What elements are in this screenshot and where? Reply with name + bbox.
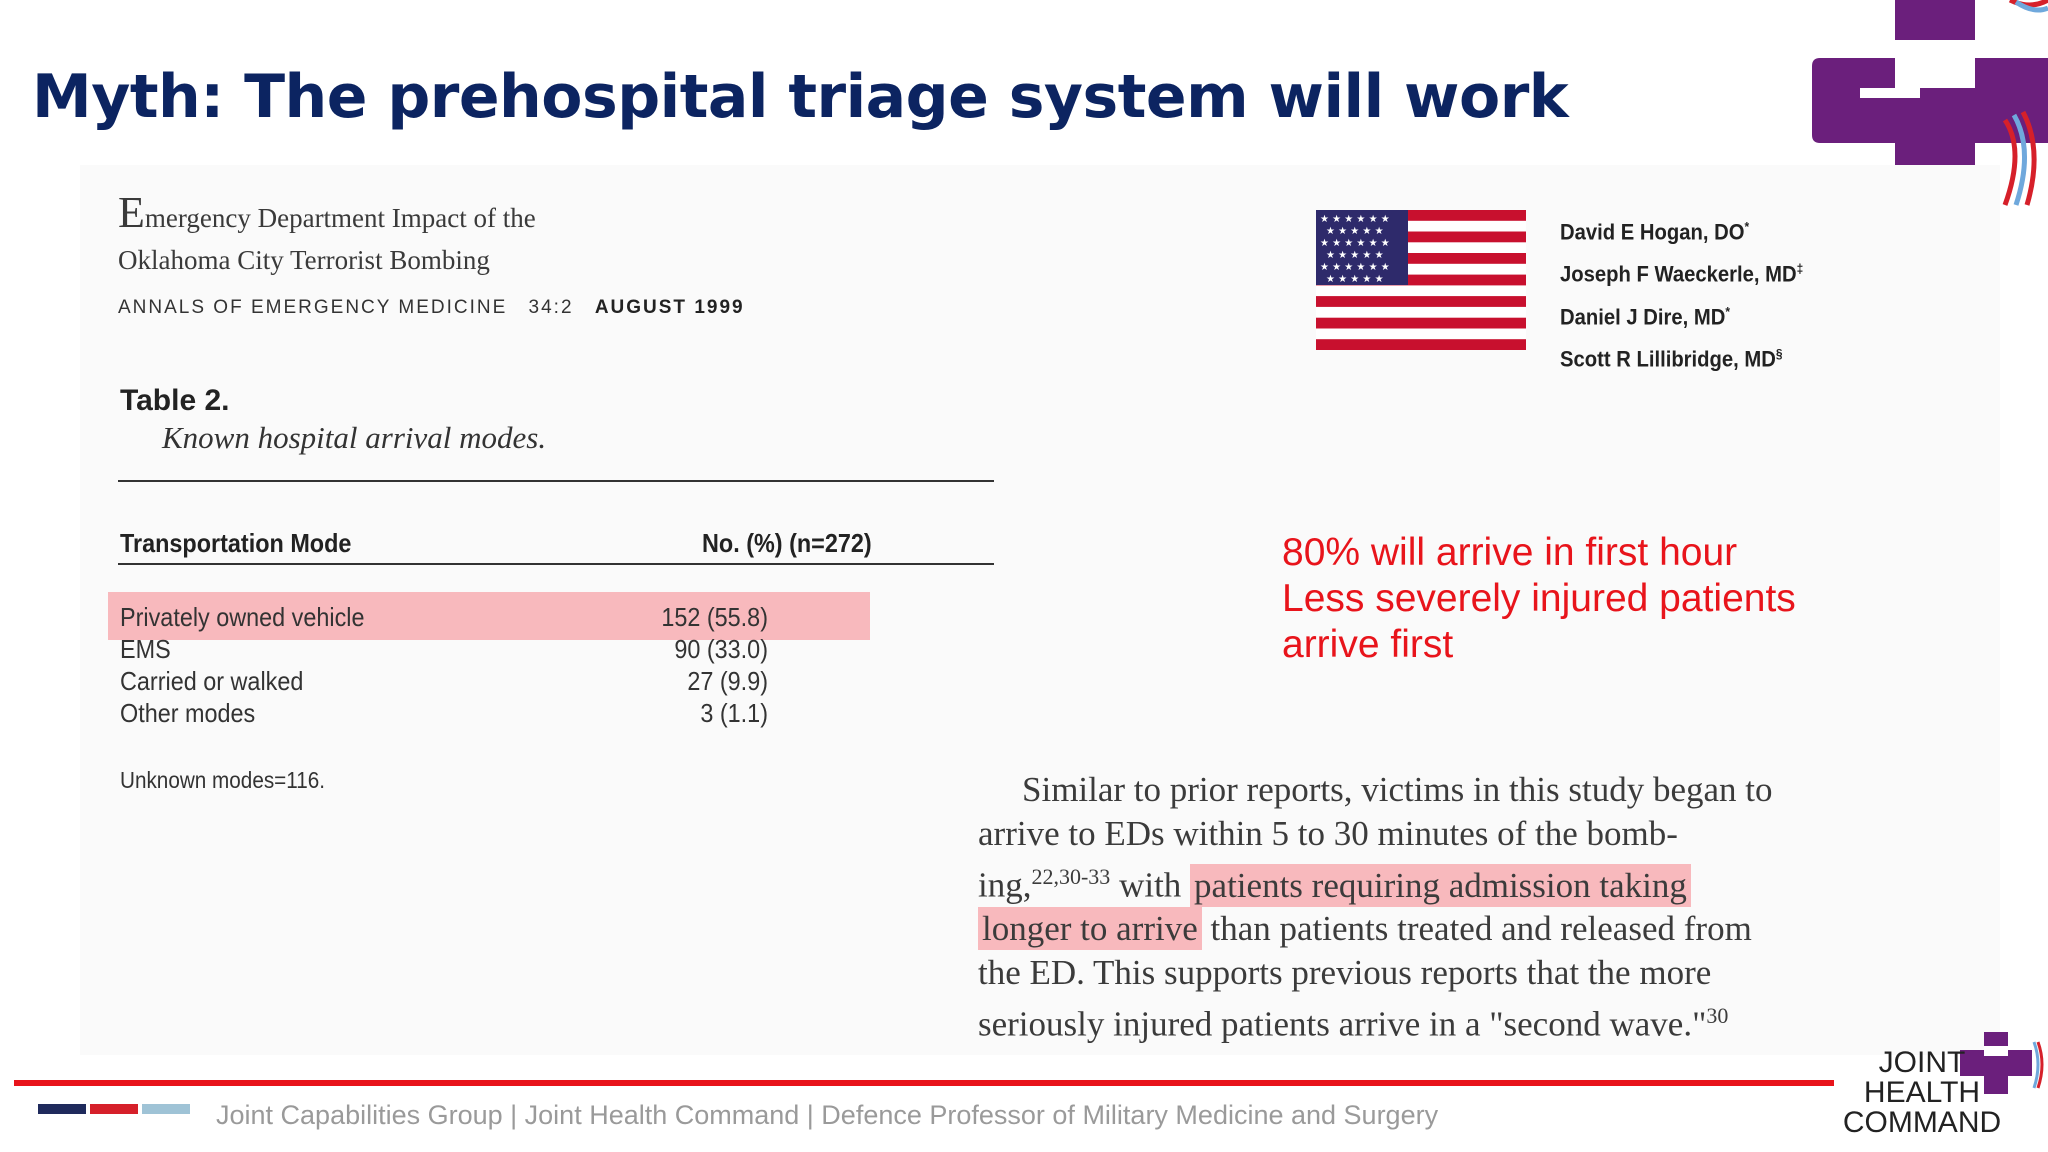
footer-text: Joint Capabilities Group | Joint Health … xyxy=(216,1100,1439,1130)
paper-title: Emergency Department Impact of the Oklah… xyxy=(118,188,536,276)
table-rule-top xyxy=(118,480,994,482)
table-caption: Known hospital arrival modes. xyxy=(162,420,547,455)
column-header-count: No. (%) (n=272) xyxy=(702,528,872,558)
svg-text:★ ★ ★ ★ ★ ★: ★ ★ ★ ★ ★ ★ xyxy=(1320,214,1390,225)
author-list: David E Hogan, DO* Joseph F Waeckerle, M… xyxy=(1560,219,1804,372)
table-rule-header xyxy=(118,563,994,565)
excerpt-highlight: patients requiring admission taking xyxy=(1190,863,1691,907)
table-footnote: Unknown modes=116. xyxy=(120,767,326,793)
svg-text:★ ★ ★ ★ ★: ★ ★ ★ ★ ★ xyxy=(1326,274,1384,285)
table-heading: Table 2. xyxy=(120,384,230,417)
key-points-note: 80% will arrive in first hour Less sever… xyxy=(1282,531,1796,666)
row-highlight xyxy=(108,592,870,640)
svg-text:★ ★ ★ ★ ★ ★: ★ ★ ★ ★ ★ ★ xyxy=(1320,262,1390,273)
svg-text:★ ★ ★ ★ ★: ★ ★ ★ ★ ★ xyxy=(1326,250,1384,261)
paper-excerpt: Similar to prior reports, victims in thi… xyxy=(978,770,1773,1044)
joint-health-command-logo-icon xyxy=(1960,1032,2044,1094)
excerpt-highlight: longer to arrive xyxy=(978,907,1202,951)
us-flag-icon: ★ ★ ★ ★ ★ ★ ★ ★ ★ ★ ★ ★ ★ ★ ★ ★ ★ ★ ★ ★ … xyxy=(1316,210,1526,350)
svg-text:★ ★ ★ ★ ★: ★ ★ ★ ★ ★ xyxy=(1326,226,1384,237)
footer-divider xyxy=(14,1080,1834,1086)
slide-title: Myth: The prehospital triage system will… xyxy=(32,62,1569,132)
svg-text:★ ★ ★ ★ ★ ★: ★ ★ ★ ★ ★ ★ xyxy=(1320,238,1390,249)
logo-wordmark: JOINT HEALTH COMMAND xyxy=(1842,1046,2002,1139)
footer-color-bars xyxy=(38,1104,190,1114)
column-header-mode: Transportation Mode xyxy=(120,528,352,558)
cross-logo-icon xyxy=(1812,0,2048,206)
journal-citation: ANNALS OF EMERGENCY MEDICINE 34:2 AUGUST… xyxy=(118,297,745,318)
